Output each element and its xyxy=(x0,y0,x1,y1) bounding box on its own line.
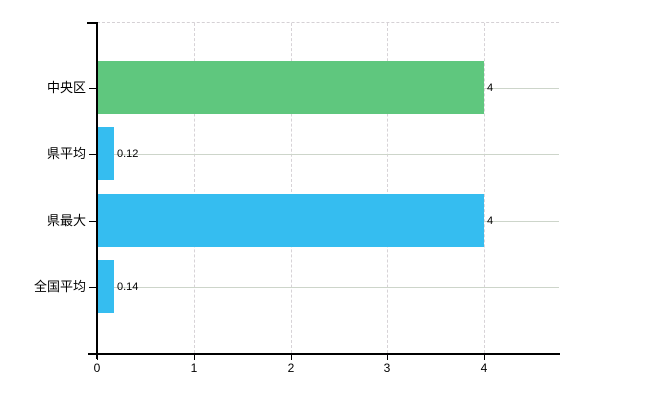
x-tick-label-3: 3 xyxy=(383,361,391,375)
x-axis-tick xyxy=(194,355,195,360)
y-axis-tick xyxy=(89,287,97,288)
category-label-2: 県平均 xyxy=(46,146,86,161)
y-axis-tick xyxy=(89,154,97,155)
x-tick-label-2: 2 xyxy=(287,361,295,375)
x-axis-tick xyxy=(291,355,292,360)
bar-中央区 xyxy=(98,61,484,114)
x-axis-tick xyxy=(387,355,388,360)
bar-value-label: 0.12 xyxy=(117,148,139,160)
x-axis-tick xyxy=(484,355,485,360)
y-axis-top-tick xyxy=(87,22,97,24)
category-label-4: 全国平均 xyxy=(33,279,86,294)
bar-全国平均 xyxy=(98,260,114,313)
horizontal-gridline xyxy=(98,287,559,288)
category-label-3: 県最大 xyxy=(46,213,86,228)
bar-value-label: 4 xyxy=(487,82,494,94)
horizontal-gridline xyxy=(98,154,559,155)
vertical-gridline xyxy=(387,23,388,353)
x-axis-line xyxy=(88,353,560,355)
bar-value-label: 0.14 xyxy=(117,281,139,293)
x-tick-label-0: 0 xyxy=(93,361,101,375)
bar-県最大 xyxy=(98,194,484,247)
bar-value-label: 4 xyxy=(487,215,494,227)
bar-県平均 xyxy=(98,127,114,180)
category-label-1: 中央区 xyxy=(46,80,86,95)
vertical-gridline xyxy=(194,23,195,353)
x-tick-label-1: 1 xyxy=(190,361,198,375)
x-tick-label-4: 4 xyxy=(480,361,488,375)
y-axis-tick xyxy=(89,221,97,222)
x-axis-tick xyxy=(97,355,98,360)
y-axis-line xyxy=(96,22,98,359)
plot-top-border xyxy=(97,22,559,23)
vertical-gridline xyxy=(484,23,485,353)
y-axis-tick xyxy=(89,88,97,89)
vertical-gridline xyxy=(291,23,292,353)
